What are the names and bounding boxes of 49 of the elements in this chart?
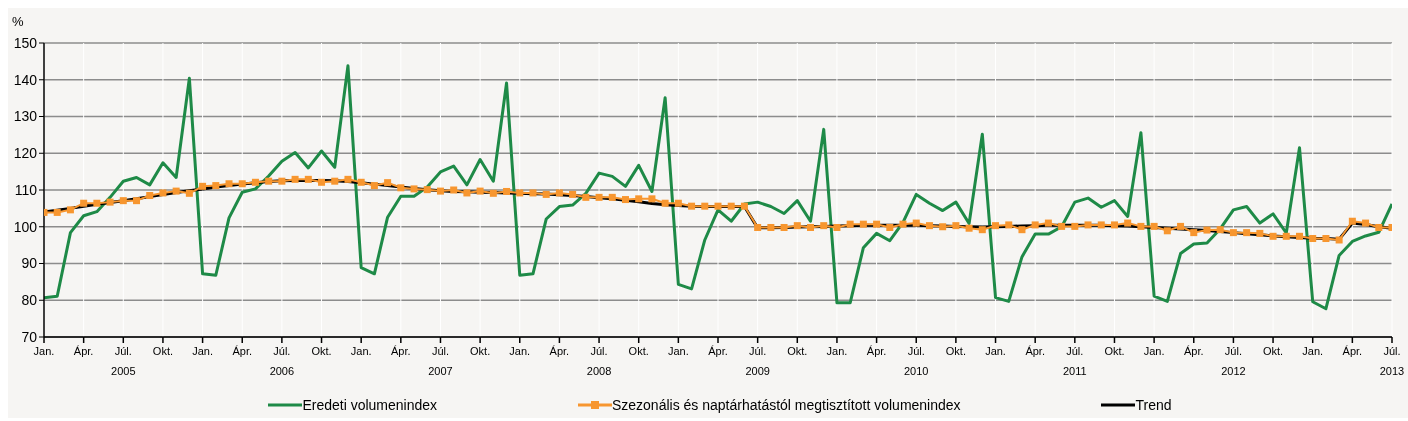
x-tick-label: Ápr.: [391, 345, 411, 357]
x-tick-label: Okt.: [311, 345, 332, 357]
x-tick-label: Okt.: [1104, 345, 1125, 357]
line-series: [44, 64, 1392, 311]
x-tick-label: Ápr.: [866, 345, 887, 357]
y-tick-label: 110: [14, 181, 38, 198]
y-tick-label: 120: [13, 145, 38, 162]
x-tick-label: Júl. 2010: [903, 345, 929, 377]
y-tick-label: 80: [21, 292, 38, 309]
x-tick-label: Júl. 2013: [1379, 345, 1405, 377]
x-tick-label: Jan.: [192, 345, 213, 357]
x-tick-label: Okt.: [787, 345, 808, 357]
x-tick-label: Júl. 2005: [111, 345, 136, 377]
x-tick-label: Jan.: [33, 345, 55, 357]
x-tick-label: Júl. 2008: [586, 345, 612, 377]
y-tick-label: 140: [13, 71, 38, 88]
legend-label: Szezonális és naptárhatástól megtisztított volumenindex: [611, 397, 961, 413]
x-tick-label: Jan.: [1143, 345, 1165, 357]
x-tick-label: Ápr.: [232, 345, 253, 357]
x-tick-label: Ápr.: [549, 345, 570, 357]
x-tick-label: Jan.: [1302, 345, 1324, 357]
x-tick-label: Júl. 2006: [269, 345, 295, 377]
x-tick-label: Júl. 2011: [1063, 345, 1087, 377]
y-axis-title: %: [12, 14, 24, 30]
x-tick-label: Jan.: [350, 345, 372, 357]
y-tick-label: 100: [13, 218, 38, 235]
legend-label: Trend: [1135, 397, 1172, 413]
y-tick-label: 130: [13, 108, 38, 125]
x-tick-label: Ápr.: [73, 345, 94, 357]
x-tick-label: Júl. 2009: [745, 345, 770, 377]
y-tick-label: 150: [13, 34, 38, 51]
x-tick-label: Jan.: [667, 345, 689, 357]
legend-label: Eredeti volumenindex: [302, 397, 438, 413]
y-tick-label: 90: [21, 255, 38, 272]
x-tick-label: Okt.: [628, 345, 649, 357]
x-tick-label: Ápr.: [708, 345, 728, 357]
x-tick-label: Okt.: [470, 345, 491, 357]
x-tick-label: Okt.: [945, 345, 966, 357]
x-tick-label: Okt.: [152, 345, 174, 357]
x-tick-label: Jan.: [826, 345, 848, 357]
x-tick-label: Júl. 2012: [1221, 345, 1246, 377]
x-tick-label: Júl. 2007: [428, 345, 453, 377]
x-tick-label: Jan.: [985, 345, 1006, 357]
y-tick-label: 70: [21, 328, 38, 345]
x-tick-label: Jan.: [509, 345, 531, 357]
x-tick-label: Ápr.: [1342, 345, 1363, 357]
x-tick-label: Okt.: [1262, 345, 1284, 357]
x-tick-label: Ápr.: [1183, 345, 1204, 357]
x-tick-label: Ápr.: [1025, 345, 1045, 357]
